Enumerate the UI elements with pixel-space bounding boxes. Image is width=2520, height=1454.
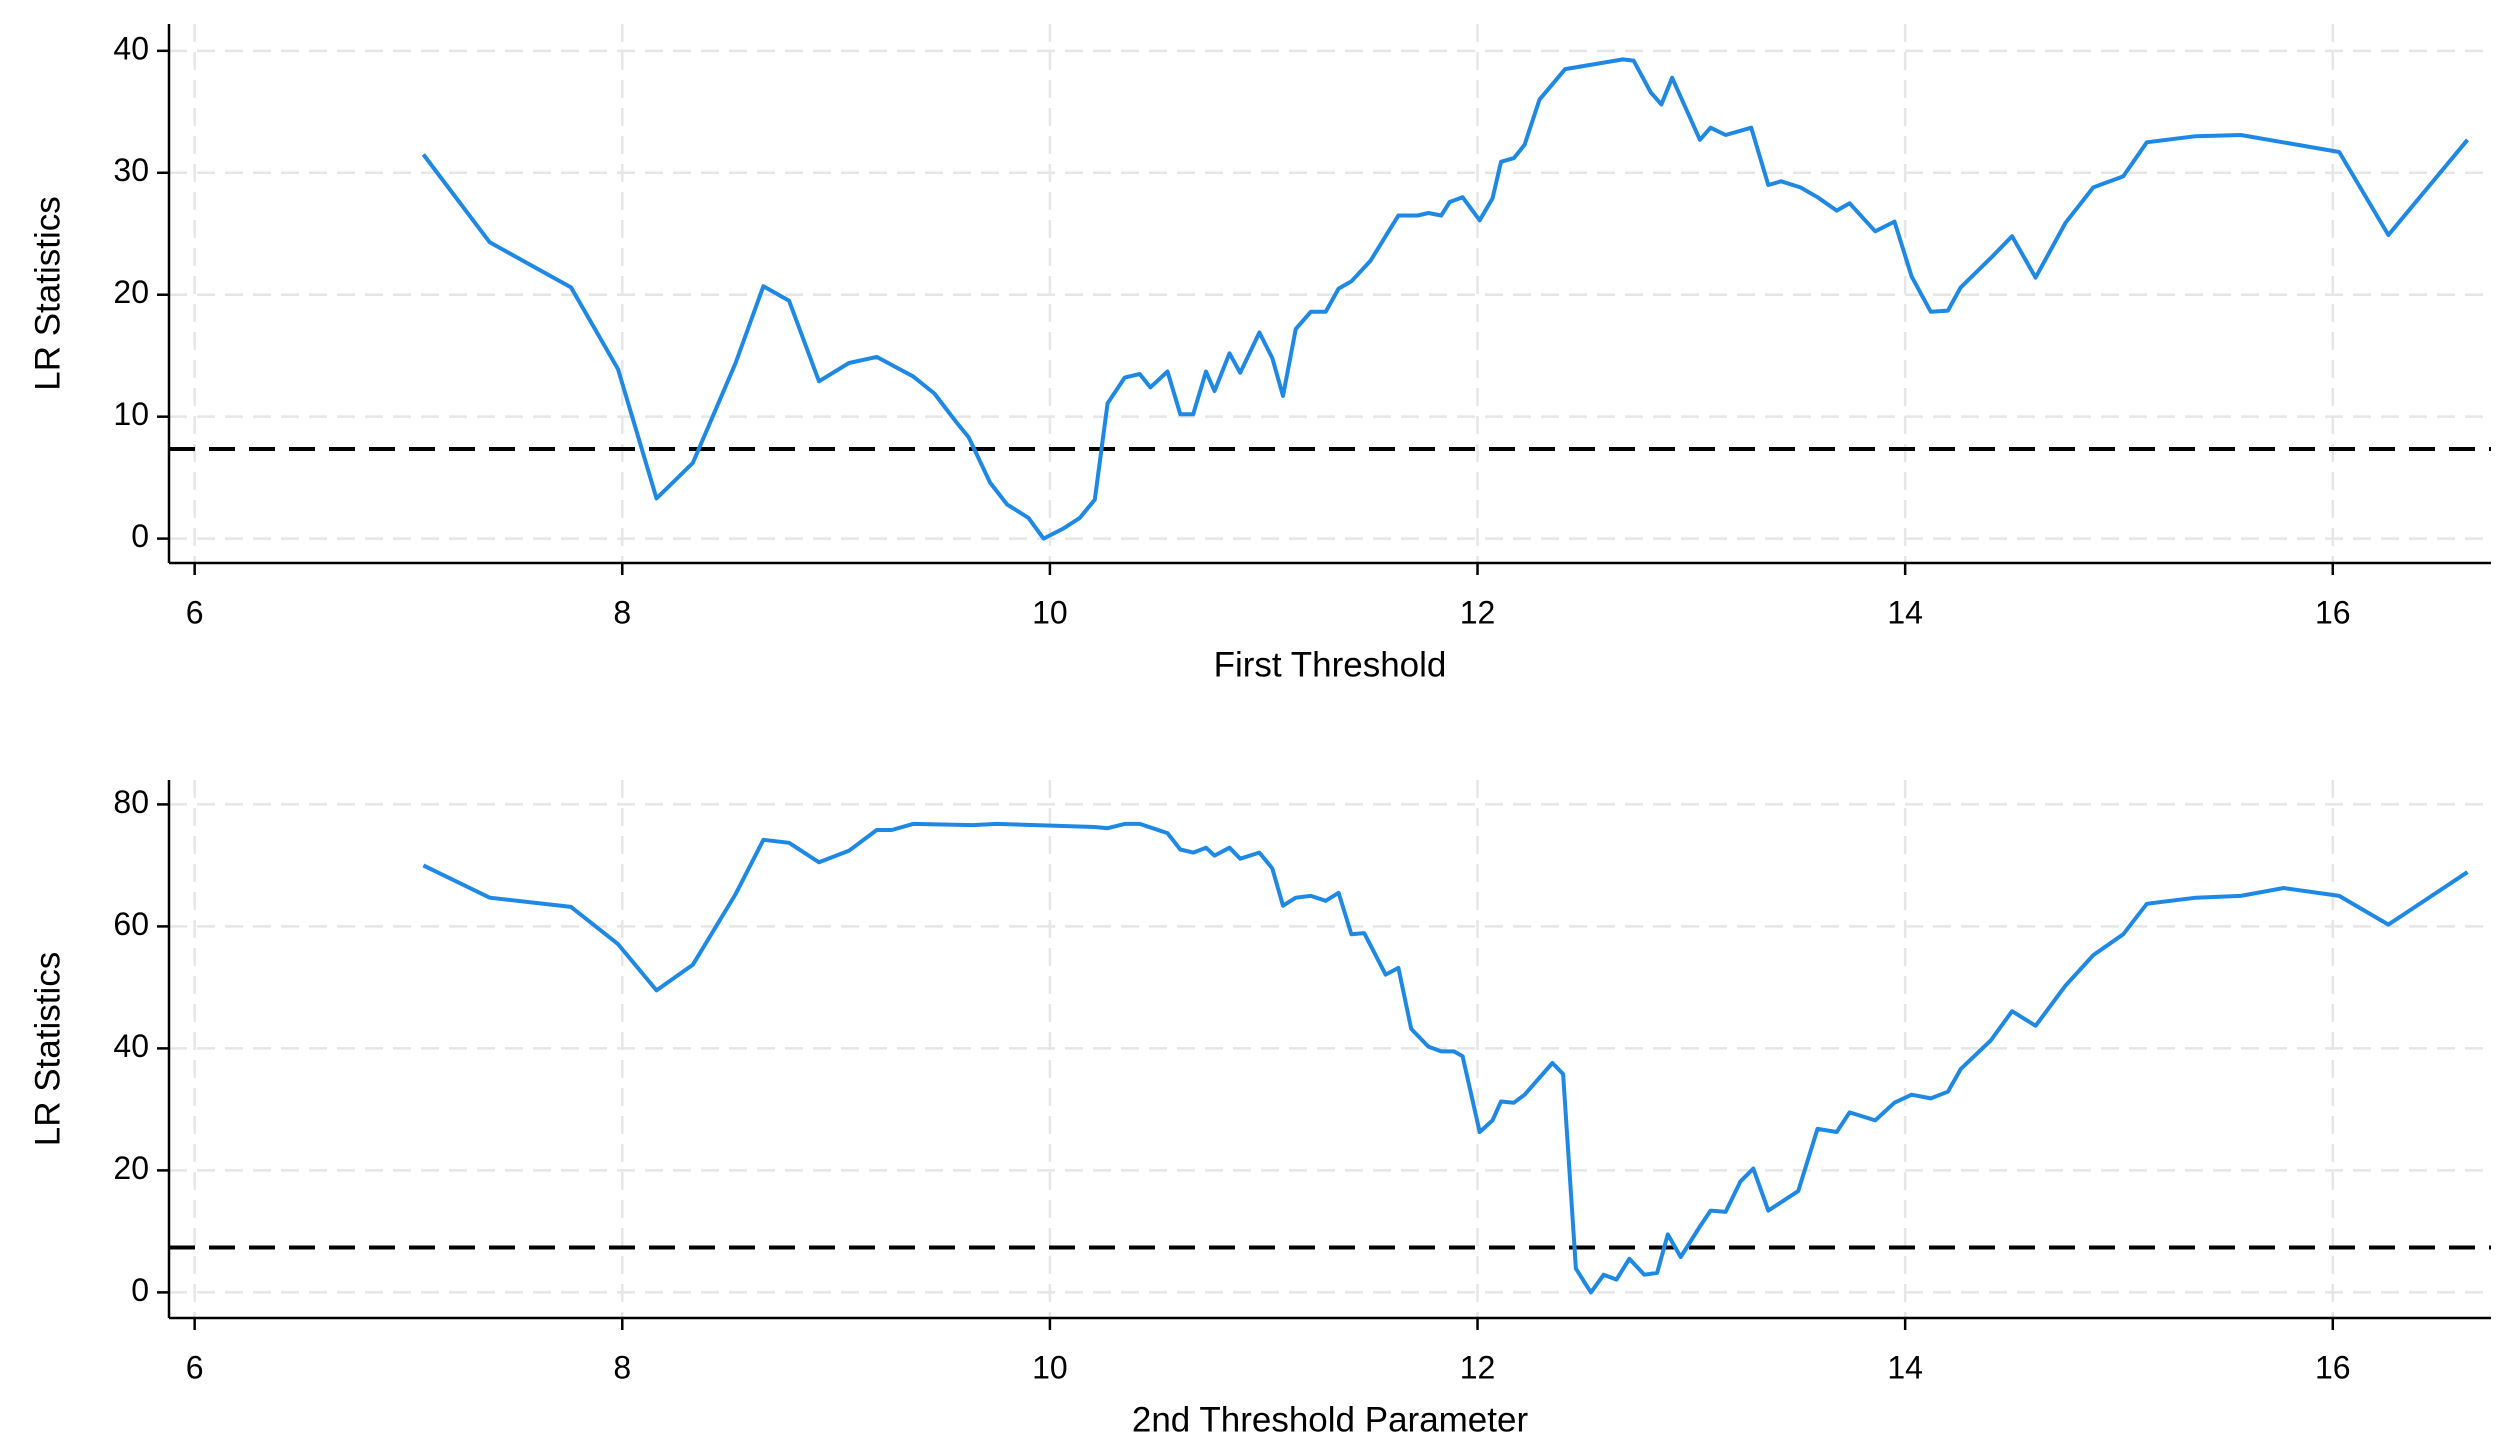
y-tick-label: 40 [113,30,149,66]
x-tick-label: 16 [2315,1349,2351,1385]
x-tick-label: 12 [1460,594,1496,630]
y-tick-label: 0 [131,518,149,554]
y-axis-title: LR Statistics [28,196,67,391]
x-tick-label: 10 [1032,594,1068,630]
x-axis-title: First Threshold [1214,645,1447,684]
y-tick-label: 60 [113,906,149,942]
y-tick-label: 80 [113,784,149,820]
y-axis-title: LR Statistics [28,952,67,1147]
y-tick-label: 0 [131,1272,149,1308]
x-axis-title: 2nd Threshold Parameter [1132,1400,1529,1439]
x-tick-label: 14 [1887,594,1923,630]
data-line [421,57,2470,541]
x-tick-label: 12 [1460,1349,1496,1385]
x-tick-label: 16 [2315,594,2351,630]
y-tick-label: 30 [113,152,149,188]
x-tick-label: 14 [1887,1349,1923,1385]
x-tick-label: 6 [186,1349,204,1385]
data-line [422,821,2469,1295]
y-tick-label: 10 [113,396,149,432]
x-tick-label: 10 [1032,1349,1068,1385]
y-tick-label: 20 [113,1150,149,1186]
x-tick-label: 6 [186,594,204,630]
x-tick-label: 8 [613,594,631,630]
y-tick-label: 40 [113,1028,149,1064]
x-tick-label: 8 [613,1349,631,1385]
y-tick-label: 20 [113,274,149,310]
